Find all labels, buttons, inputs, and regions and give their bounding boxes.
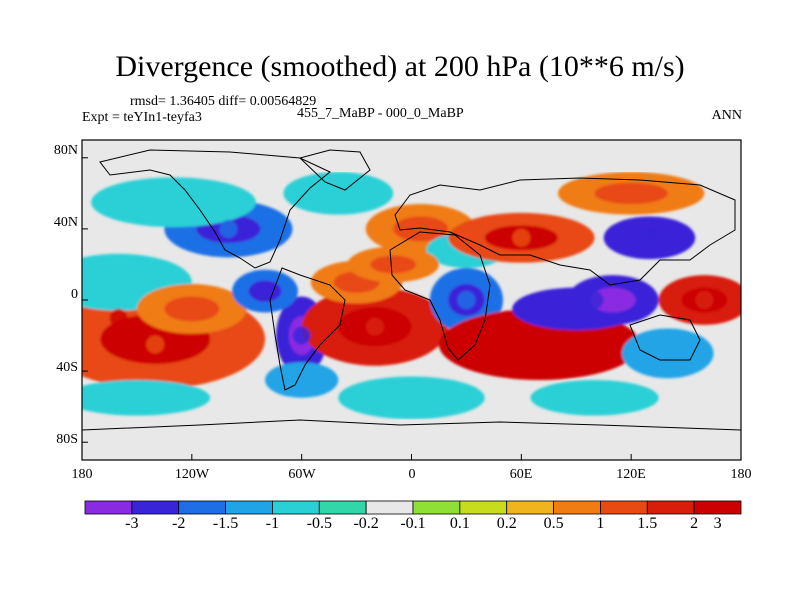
north-america-negative xyxy=(219,219,238,238)
lat-label-0: 0 xyxy=(71,287,78,302)
colorbar-swatch-11 xyxy=(600,500,648,515)
africa-coast xyxy=(389,231,491,361)
antarctica-coast xyxy=(82,419,741,431)
field-core-10 xyxy=(393,216,449,242)
case-label: 455_7_MaBP - 000_0_MaBP xyxy=(297,106,464,121)
lon-label-180e: 180 xyxy=(730,467,752,482)
colorbar xyxy=(84,500,742,515)
east-asia-negative xyxy=(640,228,659,247)
maritime-continent-negative xyxy=(585,291,604,309)
field-core-19 xyxy=(644,340,691,366)
experiment-label: Expt = teYIn1-teyfa3 xyxy=(82,110,202,125)
colorbar-swatch-7 xyxy=(412,500,461,515)
colorbar-swatch-8 xyxy=(459,500,508,515)
coastlines xyxy=(82,149,741,431)
indian-ocean-positive xyxy=(530,335,549,354)
eurasia-coast xyxy=(394,177,736,286)
field-core-22 xyxy=(562,388,627,407)
south-pacific-positive xyxy=(146,335,165,354)
colorbar-label: -2 xyxy=(172,515,186,532)
tropical-pacific-positive-band xyxy=(109,308,128,327)
south-atlantic-positive xyxy=(365,317,384,336)
africa-negative xyxy=(457,291,476,309)
colorbar-label: -1.5 xyxy=(212,515,239,532)
colorbar-swatch-4 xyxy=(272,500,320,515)
field-core-23 xyxy=(310,182,366,204)
field-core-3 xyxy=(164,296,220,322)
lat-label-80n: 80N xyxy=(53,143,78,158)
colorbar-swatch-10 xyxy=(553,500,601,515)
field-core-20 xyxy=(100,388,174,407)
axis-ticks xyxy=(81,157,742,460)
colorbar-swatch-12 xyxy=(646,500,695,515)
colorbar-label: 0.2 xyxy=(496,515,517,532)
lat-label-40n: 40N xyxy=(53,215,78,230)
lat-label-40s: 40S xyxy=(56,360,78,375)
south-america-coast xyxy=(269,267,346,391)
colorbar-swatch-5 xyxy=(318,500,367,515)
colorbar-label: 1 xyxy=(596,515,605,532)
lon-label-120e: 120E xyxy=(616,467,646,482)
colorbar-swatch-13 xyxy=(693,500,742,515)
colorbar-label: 3 xyxy=(713,515,722,532)
field-core-16 xyxy=(589,287,636,313)
colorbar-label: 1.5 xyxy=(637,515,658,532)
lon-label-120w: 120W xyxy=(174,467,210,482)
colorbar-swatch-9 xyxy=(506,500,554,515)
colorbar-label: 0.1 xyxy=(449,515,470,532)
colorbar-label: -3 xyxy=(125,515,139,532)
colorbar-swatch-3 xyxy=(225,500,273,515)
lon-label-180w: 180 xyxy=(71,467,93,482)
colorbar-swatch-1 xyxy=(131,500,180,515)
colorbar-swatch-6 xyxy=(365,500,414,515)
colorbar-label: 2 xyxy=(690,515,699,532)
lon-label-0: 0 xyxy=(408,467,416,482)
colorbar-label: 0.5 xyxy=(543,515,564,532)
australia-coast xyxy=(629,314,701,361)
stats-line: rmsd= 1.36405 diff= 0.00564829 xyxy=(130,94,317,109)
south-america-negative xyxy=(292,326,311,345)
lon-label-60w: 60W xyxy=(288,467,316,482)
colorbar-swatch-2 xyxy=(178,500,226,515)
field-core-26 xyxy=(370,255,417,274)
season-label: ANN xyxy=(711,108,742,123)
lat-label-80s: 80S xyxy=(56,432,78,447)
colorbar-swatch-0 xyxy=(84,500,133,515)
west-pacific-positive xyxy=(695,291,714,309)
colorbar-label: -1 xyxy=(265,515,280,532)
field-core-24 xyxy=(594,182,668,204)
field-core-25 xyxy=(283,371,320,389)
eurasia-positive xyxy=(512,228,531,247)
lon-label-60e: 60E xyxy=(509,467,533,482)
colorbar-label: -0.1 xyxy=(400,515,426,532)
field-core-7 xyxy=(248,280,282,302)
field-core-5 xyxy=(132,189,215,215)
colorbar-label: -0.5 xyxy=(306,515,332,532)
greenland-coast xyxy=(299,149,371,191)
field-core-21 xyxy=(374,387,449,409)
colorbar-label: -0.2 xyxy=(353,515,379,532)
field-core-2 xyxy=(82,268,156,297)
page-title: Divergence (smoothed) at 200 hPa (10**6 … xyxy=(115,50,685,83)
